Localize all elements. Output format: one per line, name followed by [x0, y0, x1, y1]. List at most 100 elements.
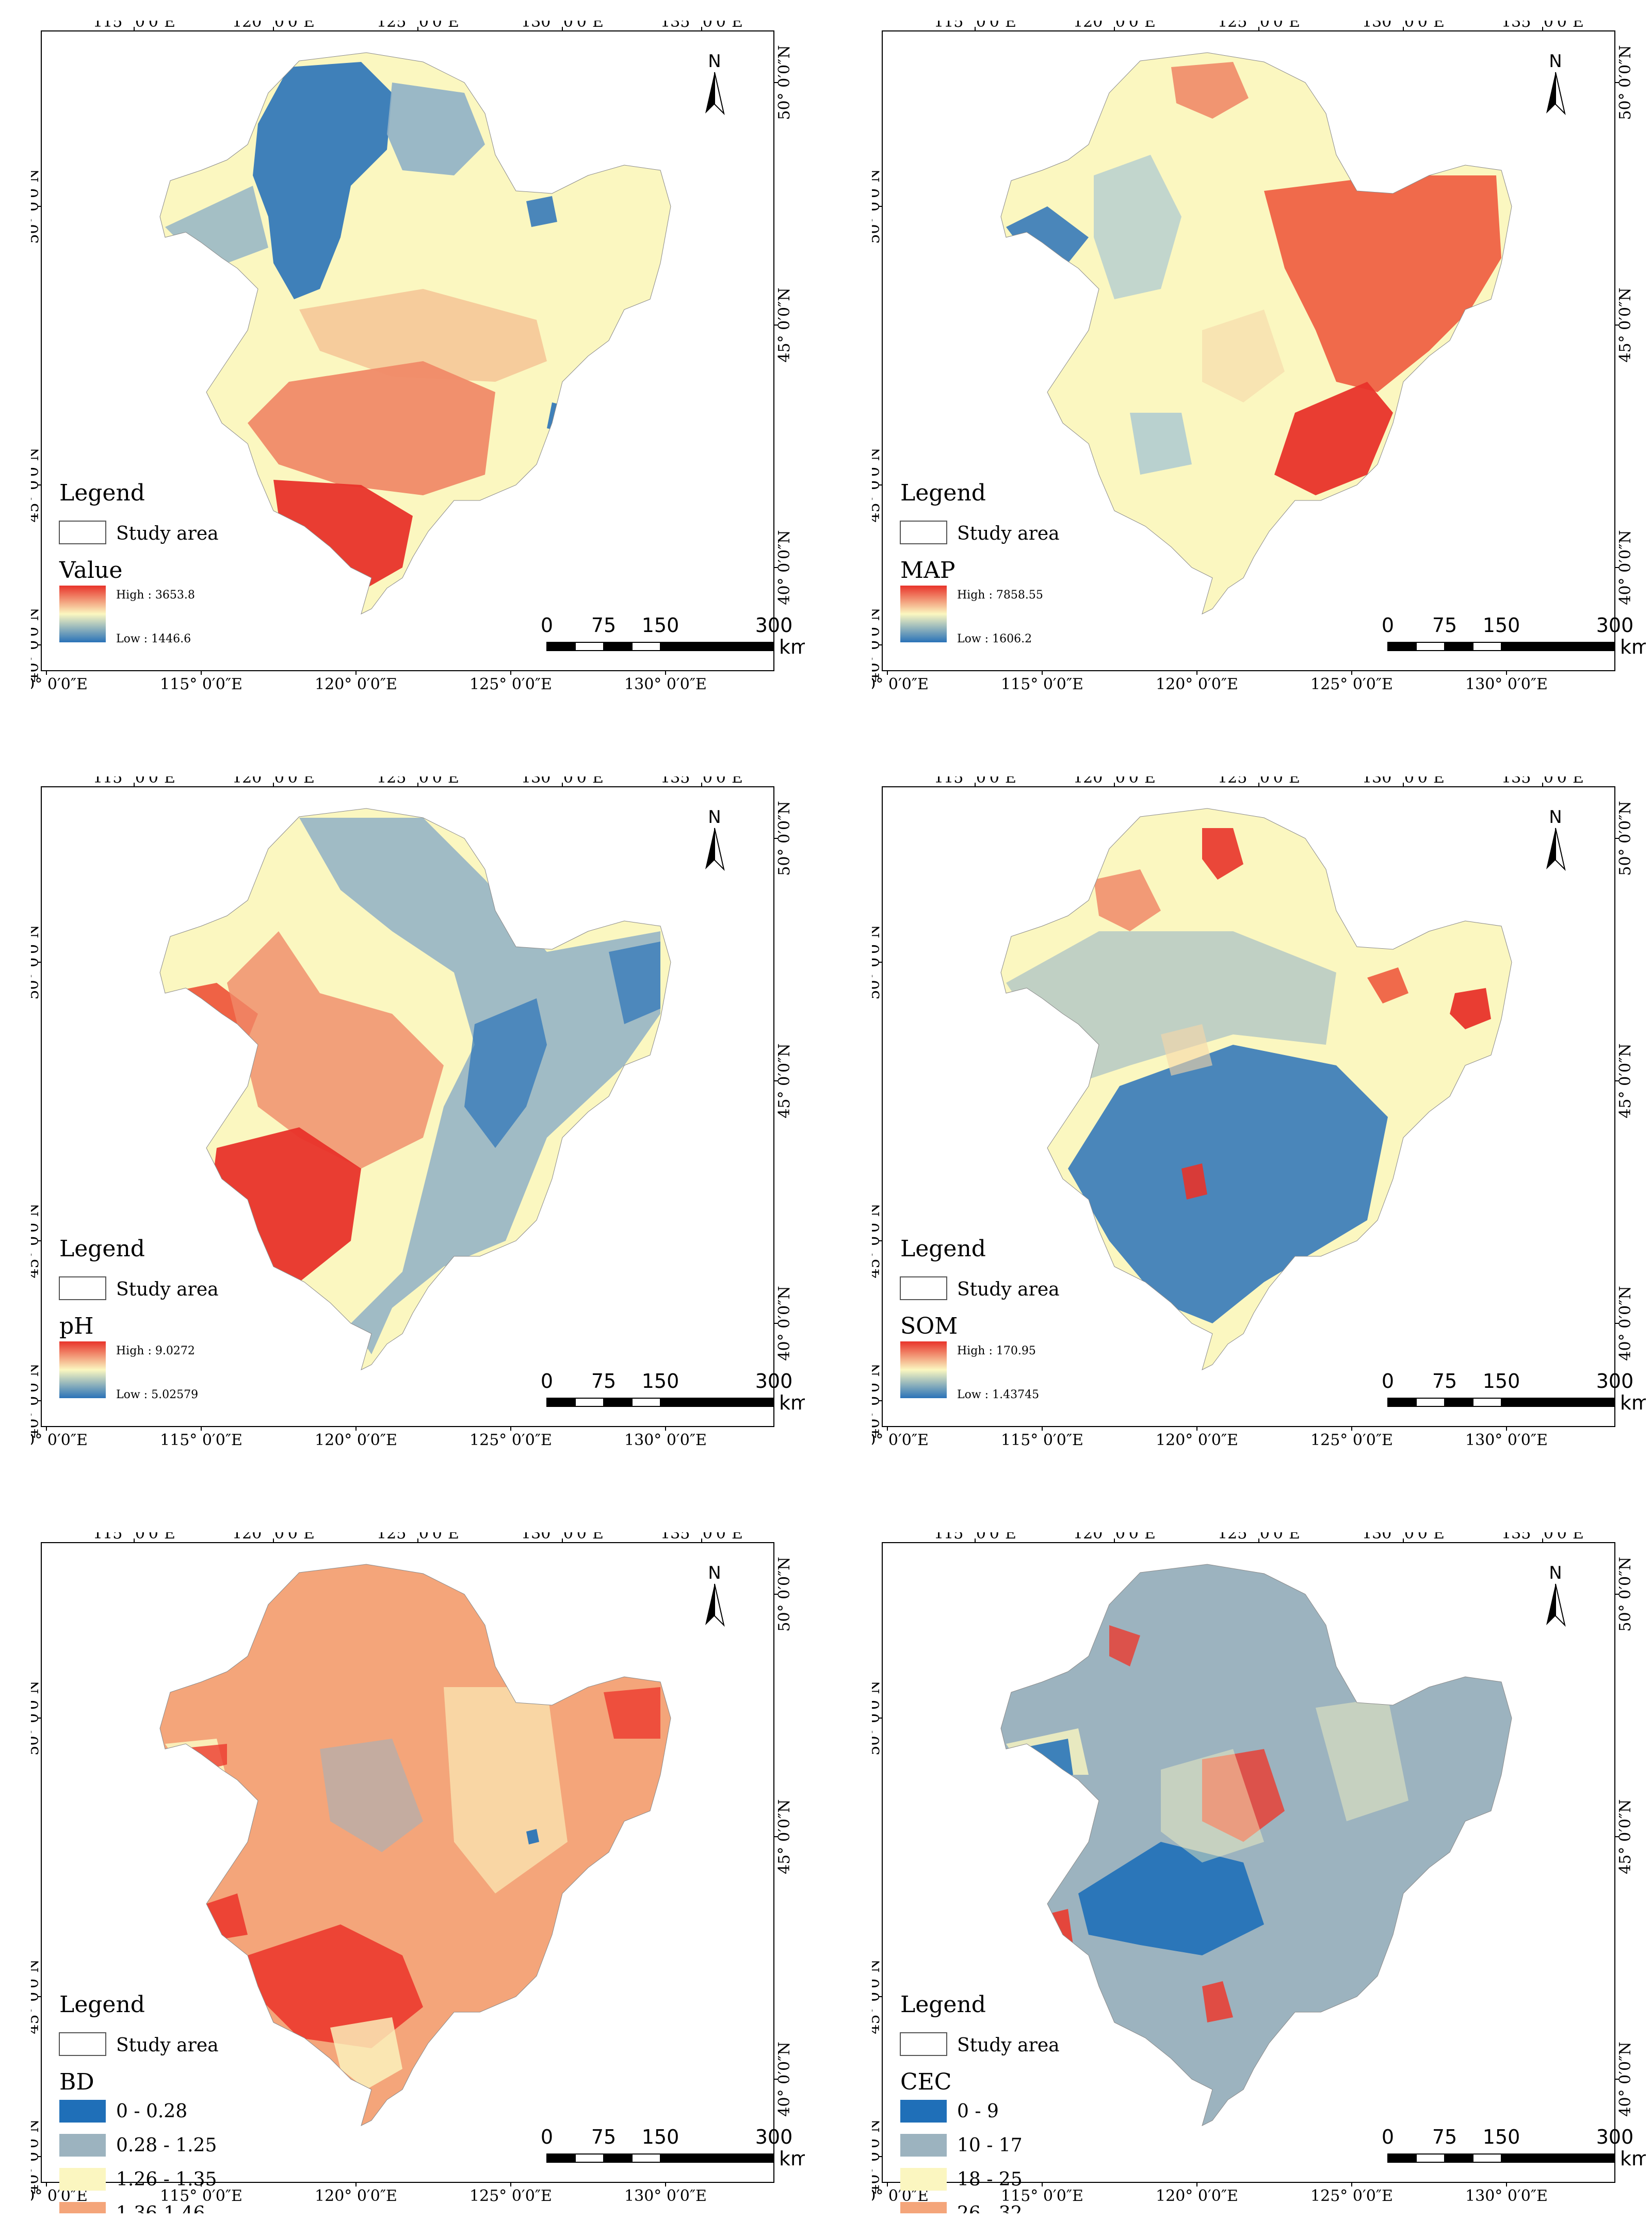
left-tick-label: 50° 0′0″N — [31, 925, 42, 999]
scale-label: 300 — [755, 614, 793, 637]
bottom-tick-label: 115° 0′0″E — [1001, 675, 1083, 693]
bottom-tick-label: 110° 0′0″E — [872, 1431, 929, 1449]
top-tick-label: 135° 0′0″E — [1501, 1532, 1584, 1543]
right-tick-label: 45° 0′0″N — [1616, 287, 1634, 362]
north-arrow-label: N — [708, 51, 721, 72]
top-tick-label: 120° 0′0″E — [232, 776, 315, 787]
ramp-low-label: Low : 1606.2 — [957, 633, 1032, 645]
top-tick-label: 135° 0′0″E — [1501, 776, 1584, 787]
raster-patch — [526, 196, 557, 227]
left-tick-label: 45° 0′0″N — [31, 1959, 42, 2034]
color-ramp — [59, 586, 106, 642]
scale-bar-segment — [1444, 2153, 1473, 2163]
bottom-tick-label: 120° 0′0″E — [315, 1431, 397, 1449]
ramp-high-label: High : 170.95 — [957, 1345, 1036, 1357]
top-tick-label: 125° 0′0″E — [1218, 776, 1300, 787]
scale-label: 150 — [642, 614, 679, 637]
legend-title: Legend — [59, 1991, 145, 2018]
class-label: 0 - 9 — [957, 2101, 999, 2122]
scale-bar-segment — [660, 1398, 774, 1407]
left-tick-label: 45° 0′0″N — [872, 447, 883, 522]
top-tick-label: 130° 0′0″E — [1362, 1532, 1445, 1543]
top-tick-label: 135° 0′0″E — [660, 1532, 743, 1543]
scale-bar-segment — [603, 1398, 633, 1407]
north-arrow-icon — [1555, 828, 1566, 871]
raster-patch — [1202, 1981, 1233, 2022]
scale-label: 75 — [1432, 2126, 1457, 2148]
scale-bar-segment — [1472, 2153, 1502, 2163]
left-tick-label: 45° 0′0″N — [31, 1203, 42, 1278]
study-area-swatch — [59, 2032, 106, 2056]
left-tick-label: 40° 0′0″N — [31, 2119, 42, 2194]
right-tick-label: 50° 0′0″N — [1616, 801, 1634, 876]
scale-bar-segment — [1416, 2153, 1445, 2163]
north-arrow-label: N — [708, 807, 721, 828]
bottom-tick-label: 130° 0′0″E — [1465, 2187, 1548, 2205]
raster-patch — [1316, 1697, 1408, 1821]
scale-unit: km — [779, 1391, 805, 1414]
raster-patch — [526, 1829, 539, 1844]
scale-bar-segment — [1472, 1398, 1502, 1407]
right-tick-label: 50° 0′0″N — [1616, 1557, 1634, 1631]
left-tick-label: 45° 0′0″N — [31, 447, 42, 522]
class-label: 1.26 - 1.35 — [116, 2169, 217, 2190]
bottom-tick-label: 125° 0′0″E — [469, 2187, 552, 2205]
top-tick-label: 115° 0′0″E — [93, 776, 175, 787]
raster-patch — [609, 942, 660, 1024]
scale-label: 0 — [1382, 614, 1394, 637]
raster-patch — [1171, 62, 1249, 119]
top-tick-label: 135° 0′0″E — [660, 21, 743, 31]
study-area-label: Study area — [116, 1279, 219, 1300]
scale-bar-segment — [1501, 642, 1615, 651]
map-panel-ph: 115° 0′0″E 120° 0′0″E 125° 0′0″E 130° 0′0″E… — [31, 776, 805, 1457]
scale-bar-segment — [1501, 2153, 1615, 2163]
scale-bar-segment — [660, 642, 774, 651]
bottom-tick-label: 120° 0′0″E — [315, 2187, 397, 2205]
raster-patch — [1181, 1163, 1207, 1200]
bottom-tick-label: 125° 0′0″E — [469, 1431, 552, 1449]
variable-title: Value — [59, 557, 122, 584]
legend-title: Legend — [900, 1991, 986, 2018]
color-ramp — [59, 1341, 106, 1398]
top-tick-label: 115° 0′0″E — [93, 1532, 175, 1543]
color-ramp — [900, 586, 947, 642]
class-swatch — [900, 2168, 947, 2191]
raster-patch — [320, 1739, 423, 1852]
study-area-outline — [159, 52, 671, 614]
scale-label: 0 — [541, 614, 553, 637]
ramp-low-label: Low : 5.02579 — [116, 1388, 198, 1401]
north-arrow-icon — [705, 828, 715, 869]
right-tick-label: 45° 0′0″N — [775, 287, 793, 362]
variable-title: BD — [59, 2069, 94, 2095]
bottom-tick-label: 125° 0′0″E — [1310, 1431, 1393, 1449]
scale-unit: km — [1620, 2147, 1646, 2170]
raster-patch — [1161, 1749, 1264, 1862]
raster-patch — [330, 2017, 402, 2090]
map-canvas: 115° 0′0″E 120° 0′0″E 125° 0′0″E 130° 0′0″E… — [31, 776, 805, 1449]
scale-bar-segment — [1444, 642, 1473, 651]
right-tick-label: 40° 0′0″N — [775, 2042, 793, 2116]
left-tick-label: 40° 0′0″N — [31, 1363, 42, 1438]
scale-label: 300 — [755, 2126, 793, 2148]
top-tick-label: 125° 0′0″E — [1218, 21, 1300, 31]
right-tick-label: 50° 0′0″N — [775, 45, 793, 120]
scale-label: 300 — [1596, 2126, 1634, 2148]
scale-unit: km — [1620, 636, 1646, 658]
right-tick-label: 40° 0′0″N — [1616, 530, 1634, 605]
north-arrow-icon — [714, 828, 725, 871]
north-arrow-icon — [714, 72, 725, 116]
class-swatch — [900, 2134, 947, 2157]
right-tick-label: 40° 0′0″N — [775, 1286, 793, 1361]
map-canvas: 115° 0′0″E 120° 0′0″E 125° 0′0″E 130° 0′0″E… — [872, 776, 1646, 1449]
right-tick-label: 40° 0′0″N — [775, 530, 793, 605]
study-area-swatch — [59, 521, 106, 544]
scale-label: 300 — [1596, 614, 1634, 637]
left-tick-label: 45° 0′0″N — [872, 1203, 883, 1278]
legend-title: Legend — [59, 480, 145, 506]
scale-bar-segment — [1416, 1398, 1445, 1407]
study-area-swatch — [900, 1276, 947, 1300]
top-tick-label: 115° 0′0″E — [93, 21, 175, 31]
scale-unit: km — [779, 2147, 805, 2170]
scale-bar-segment — [1416, 642, 1445, 651]
map-canvas: 115° 0′0″E 120° 0′0″E 125° 0′0″E 130° 0′0″E… — [31, 21, 805, 693]
